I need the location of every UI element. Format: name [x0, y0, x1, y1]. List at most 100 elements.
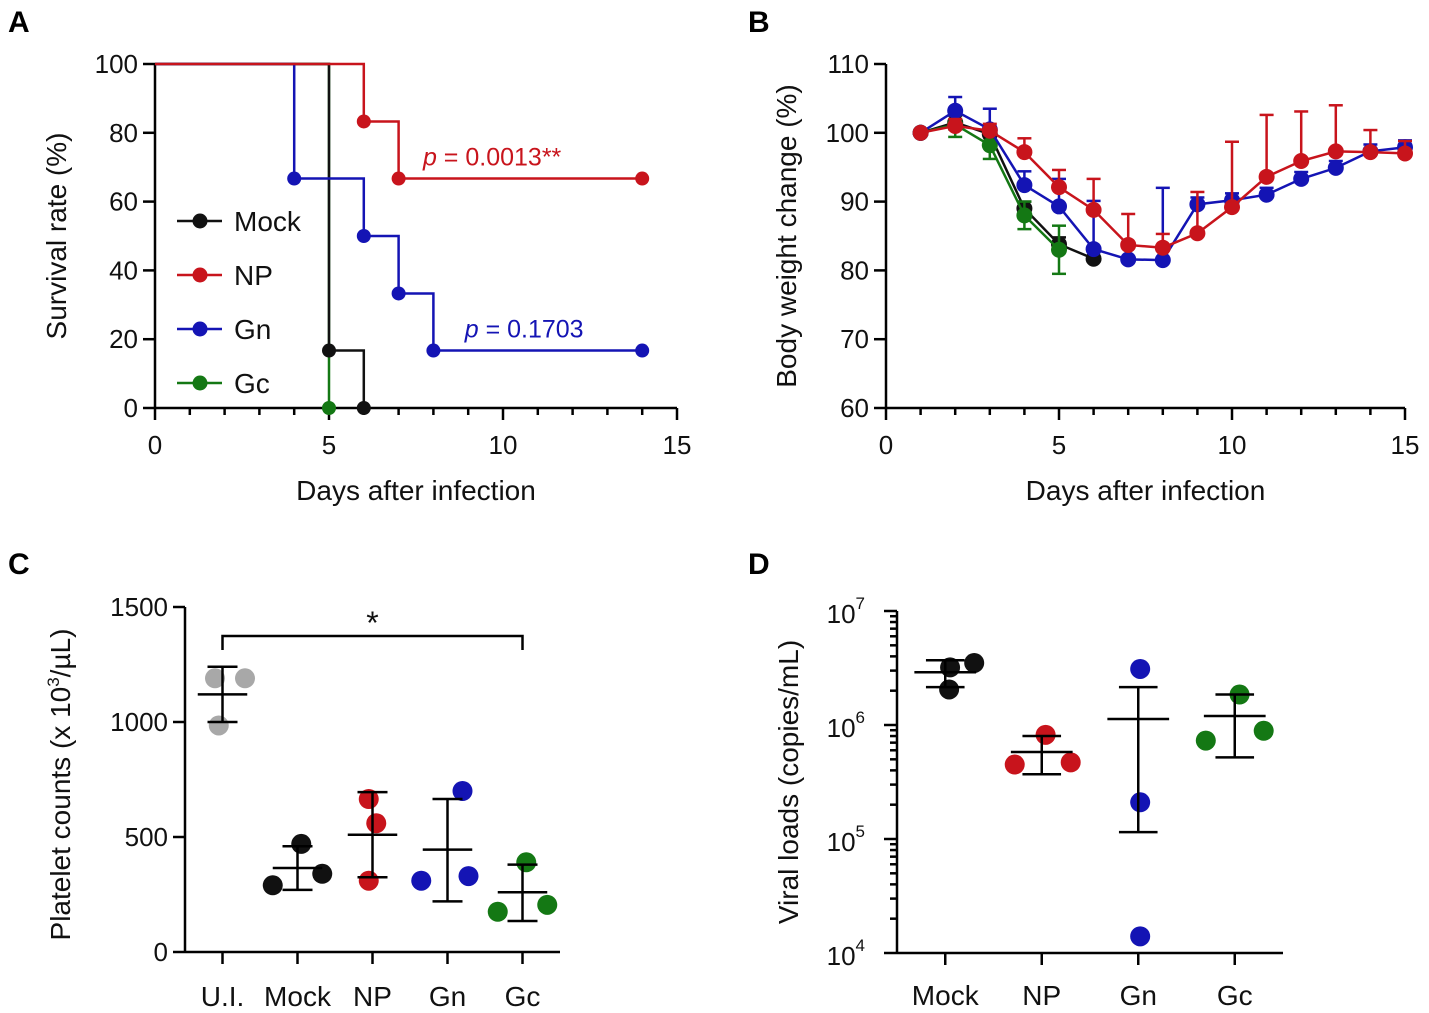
x-tick-label: 0: [148, 430, 162, 460]
legend-marker-gn: [192, 321, 208, 337]
weight-point-np: [1293, 153, 1310, 170]
weight-point-gn: [1085, 241, 1102, 258]
x-category-label: NP: [353, 981, 392, 1012]
data-point-gn: [1130, 792, 1151, 813]
x-tick-label: 15: [1391, 430, 1420, 460]
weight-point-gn: [1327, 159, 1344, 176]
x-axis-title: Days after infection: [296, 475, 536, 506]
y-tick-exponent: 4: [856, 936, 865, 955]
y-axis-title-main: Platelet counts (x 10: [45, 687, 76, 941]
survival-point-gn: [287, 171, 302, 186]
weight-point-np: [1189, 225, 1206, 242]
weight-point-np: [981, 122, 998, 139]
survival-line-np: [155, 62, 643, 180]
data-point-np: [358, 870, 379, 891]
survival-point-gn: [635, 343, 650, 358]
weight-point-np: [1397, 145, 1413, 162]
y-tick-base: 10: [827, 713, 856, 743]
p-value-gn: p = 0.1703: [464, 315, 584, 343]
y-tick-label: 80: [840, 255, 869, 285]
y-tick-label: 1500: [110, 592, 168, 622]
weight-point-gn: [1258, 186, 1275, 203]
y-tick-label: 20: [109, 324, 138, 354]
data-point-np: [366, 813, 387, 834]
legend-marker-np: [192, 267, 208, 283]
weight-point-np: [912, 124, 929, 141]
y-tick-exponent: 5: [856, 822, 865, 841]
weight-point-np: [1327, 143, 1344, 160]
weight-point-np: [1051, 179, 1067, 196]
x-tick-label: 5: [322, 430, 336, 460]
y-tick-label: 0: [124, 393, 138, 423]
data-point-mock: [262, 875, 283, 896]
y-axis-title: Survival rate (%): [41, 133, 72, 340]
panel-c-platelet-chart: C 0 500 1000 1500 U.I. Mock NP Gn Gc Platelet coun…: [8, 548, 560, 1012]
weight-point-np: [1224, 199, 1240, 216]
data-point-gn: [452, 781, 473, 801]
survival-point-gn: [426, 343, 441, 358]
data-point-gn: [1130, 658, 1151, 679]
y-tick-label: 105: [827, 822, 865, 857]
weight-point-gn: [1016, 177, 1033, 194]
x-tick-label: 5: [1052, 430, 1066, 460]
y-tick-label: 104: [827, 936, 865, 971]
y-tick-label: 60: [840, 393, 869, 423]
panel-letter-d: D: [748, 548, 770, 581]
legend-label-mock: Mock: [234, 206, 302, 237]
data-point-mock: [939, 679, 960, 700]
panel-letter-c: C: [8, 548, 30, 581]
data-point-ui: [208, 715, 229, 736]
weight-point-np: [1154, 239, 1171, 256]
survival-point-gn: [391, 286, 406, 301]
y-tick-label: 500: [125, 822, 168, 852]
x-category-label: Gn: [1120, 980, 1157, 1011]
data-point-ui: [205, 668, 225, 689]
data-point-np: [1060, 752, 1081, 773]
p-symbol: p: [422, 143, 437, 171]
legend-label-gn: Gn: [234, 314, 271, 345]
panel-letter-a: A: [8, 6, 30, 39]
y-tick-base: 10: [827, 941, 856, 971]
legend-label-np: NP: [234, 260, 273, 291]
weight-point-np: [1120, 236, 1137, 253]
p-value-text: = 0.0013**: [437, 143, 562, 171]
x-category-label: Gc: [1217, 980, 1253, 1011]
panel-b-body-weight-chart: B 60 70 80 90 100 110 0 5 10 15 Days after infectio…: [748, 6, 1419, 506]
y-tick-label: 70: [840, 324, 869, 354]
y-axis-title: Viral loads (copies/mL): [773, 640, 804, 924]
weight-point-np: [1085, 201, 1102, 218]
y-tick-label: 106: [827, 708, 865, 743]
data-point-gc: [487, 901, 508, 922]
p-symbol: p: [464, 315, 479, 343]
survival-point-mock: [356, 401, 371, 415]
p-value-text: = 0.1703: [479, 315, 584, 343]
x-tick-label: 0: [879, 430, 893, 460]
survival-point-gc: [322, 401, 336, 415]
data-point-mock: [291, 833, 312, 854]
x-category-label: Gc: [505, 981, 541, 1012]
weight-point-gn: [1120, 251, 1137, 268]
weight-point-gc: [1016, 207, 1033, 224]
weight-point-gc: [1051, 241, 1067, 258]
x-category-label: Mock: [912, 980, 980, 1011]
y-tick-base: 10: [827, 827, 856, 857]
x-axis-title: Days after infection: [1026, 475, 1266, 506]
weight-point-gc: [981, 137, 998, 154]
data-point-gc: [516, 852, 537, 873]
survival-line-gn: [155, 62, 643, 352]
legend-marker-mock: [192, 213, 208, 229]
weight-point-gn: [1293, 170, 1310, 187]
significance-star: *: [366, 605, 378, 641]
data-point-mock: [964, 652, 985, 673]
y-axis-title: Body weight change (%): [771, 84, 802, 388]
y-tick-label: 80: [109, 118, 138, 148]
y-tick-exponent: 7: [856, 594, 865, 613]
significance-bracket: [221, 634, 524, 650]
survival-point-np: [635, 171, 650, 186]
survival-point-np: [356, 114, 371, 129]
y-tick-label: 0: [154, 937, 168, 967]
y-axis-title-unit: /µL): [45, 629, 76, 678]
y-tick-label: 60: [109, 187, 138, 217]
weight-point-np: [1362, 144, 1379, 161]
